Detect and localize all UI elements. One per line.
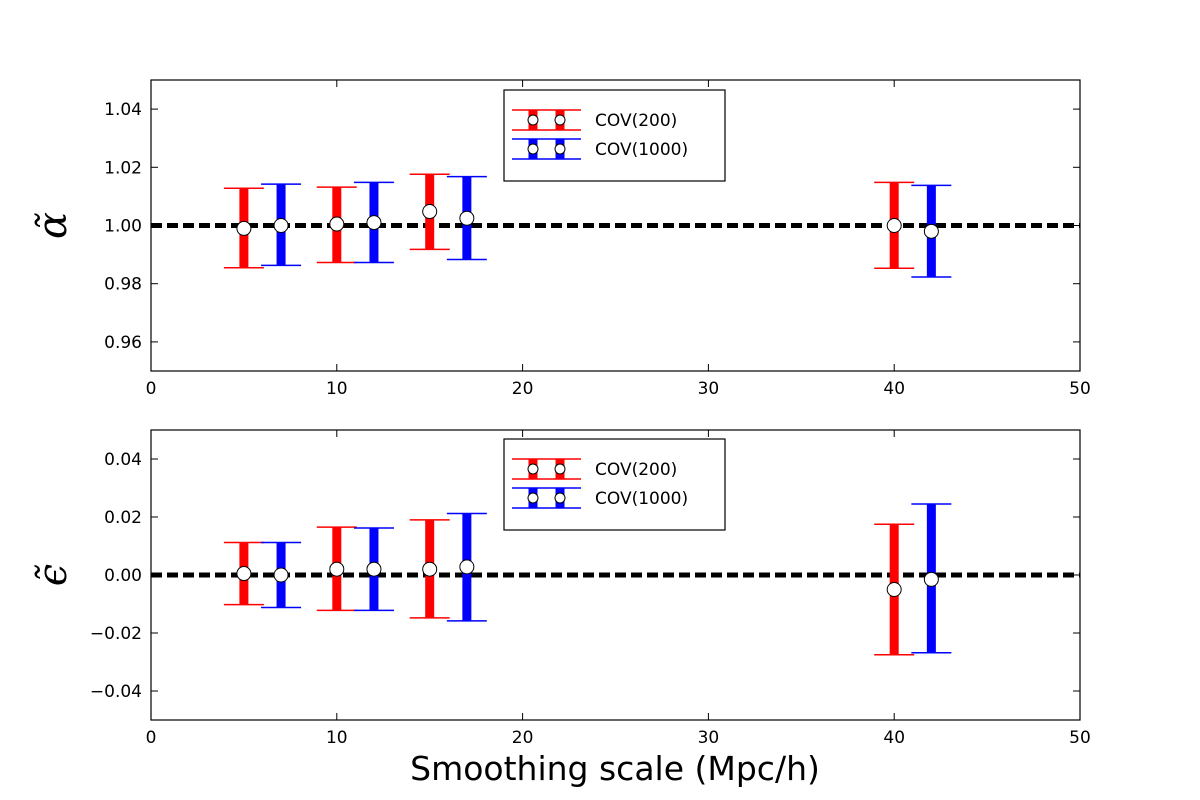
data-point bbox=[273, 218, 289, 233]
data-point bbox=[459, 559, 475, 575]
legend-marker bbox=[527, 143, 539, 155]
y-tick-label: 0.96 bbox=[104, 333, 142, 353]
data-point bbox=[422, 204, 438, 220]
data-point bbox=[236, 220, 252, 236]
x-tick-label: 0 bbox=[146, 379, 157, 399]
data-point bbox=[329, 561, 345, 577]
x-tick-label: 30 bbox=[698, 379, 720, 399]
y-tick-label: 0.02 bbox=[104, 508, 142, 528]
y-axis-label: α̃ bbox=[30, 212, 76, 239]
x-tick-label: 10 bbox=[326, 379, 348, 399]
legend-marker bbox=[554, 463, 566, 475]
legend-marker bbox=[554, 492, 566, 504]
y-tick-label: 1.02 bbox=[104, 158, 142, 178]
x-axis-label: Smoothing scale (Mpc/h) bbox=[410, 749, 820, 788]
y-axis-label: ϵ̃ bbox=[30, 564, 76, 586]
x-tick-label: 30 bbox=[698, 728, 720, 748]
legend-marker bbox=[527, 492, 539, 504]
legend-label: COV(1000) bbox=[595, 140, 688, 160]
data-point bbox=[422, 561, 438, 577]
x-tick-label: 50 bbox=[1069, 728, 1091, 748]
x-tick-label: 40 bbox=[883, 728, 905, 748]
legend-marker bbox=[554, 114, 566, 126]
y-tick-label: 1.04 bbox=[104, 100, 142, 120]
legend-marker bbox=[527, 114, 539, 126]
data-point bbox=[886, 582, 902, 597]
legend-label: COV(200) bbox=[595, 111, 677, 131]
data-point bbox=[329, 216, 345, 232]
y-tick-label: 1.00 bbox=[104, 217, 142, 237]
y-tick-label: 0.04 bbox=[104, 450, 142, 470]
legend-marker bbox=[554, 143, 566, 155]
data-point bbox=[366, 215, 382, 231]
data-point bbox=[459, 210, 475, 226]
x-tick-label: 10 bbox=[326, 728, 348, 748]
x-tick-label: 20 bbox=[512, 728, 534, 748]
legend-box bbox=[503, 89, 726, 182]
data-point bbox=[273, 567, 289, 583]
panel-alpha: 0 10 20 30 40 50 0.96 0.98 1.00 1.02 1.04 α̃ COV(200… bbox=[30, 79, 1091, 399]
panel-epsilon: 0 10 20 30 40 50 −0.04 −0.02 0.00 0.02 0.04 ϵ̃ COV(2… bbox=[30, 429, 1091, 748]
legend-label: COV(1000) bbox=[595, 489, 688, 509]
x-tick-label: 40 bbox=[883, 379, 905, 399]
legend-box bbox=[503, 438, 726, 531]
data-point bbox=[923, 223, 939, 239]
data-point bbox=[886, 218, 902, 233]
data-point bbox=[923, 571, 939, 587]
x-tick-label: 20 bbox=[512, 379, 534, 399]
x-tick-label: 50 bbox=[1069, 379, 1091, 399]
data-point bbox=[366, 561, 382, 577]
legend-marker bbox=[527, 463, 539, 475]
legend-label: COV(200) bbox=[595, 460, 677, 480]
y-tick-label: 0.98 bbox=[104, 275, 142, 295]
y-tick-label: −0.04 bbox=[90, 682, 142, 702]
y-tick-label: −0.02 bbox=[90, 624, 142, 644]
x-tick-label: 0 bbox=[146, 728, 157, 748]
y-tick-label: 0.00 bbox=[104, 566, 142, 586]
data-point bbox=[236, 566, 252, 582]
